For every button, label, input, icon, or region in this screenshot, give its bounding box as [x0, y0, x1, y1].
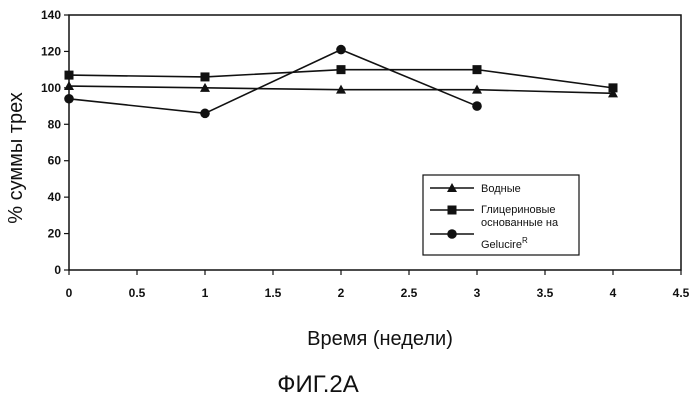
data-point-square [337, 65, 346, 74]
series-line [69, 50, 477, 114]
y-tick-label: 100 [41, 81, 61, 95]
y-tick-label: 40 [48, 190, 62, 204]
y-tick-label: 120 [41, 44, 61, 58]
y-axis-title: % суммы трех [5, 92, 27, 224]
y-tick-label: 60 [48, 154, 62, 168]
x-tick-label: 0 [66, 286, 73, 300]
x-tick-label: 1.5 [265, 286, 282, 300]
figure-caption: ФИГ.2А [277, 371, 359, 398]
x-tick-label: 4 [610, 286, 617, 300]
y-tick-label: 0 [54, 263, 61, 277]
data-point-square [201, 72, 210, 81]
x-tick-label: 4.5 [673, 286, 690, 300]
x-tick-label: 2.5 [401, 286, 418, 300]
x-tick-label: 0.5 [129, 286, 146, 300]
data-point-circle [472, 101, 482, 111]
data-point-square [473, 65, 482, 74]
data-point-circle [200, 109, 210, 119]
y-tick-label: 20 [48, 227, 62, 241]
data-point-square [609, 83, 618, 92]
data-point-circle [336, 45, 346, 55]
legend-marker-circle [447, 229, 457, 239]
legend-label: Водные [481, 183, 521, 195]
plot-area [69, 15, 681, 270]
data-point-square [65, 71, 74, 80]
series-triangle [64, 81, 618, 97]
y-tick-label: 140 [41, 8, 61, 22]
x-tick-label: 2 [338, 286, 345, 300]
data-point-circle [64, 94, 74, 104]
legend-label: Глицериновыеоснованные на [481, 204, 559, 229]
y-tick-label: 80 [48, 117, 62, 131]
axis-ticks: 0 20 40 60 80 100 120 140 0 0.5 1 1.5 2 2.5 3 3.5 4 4.5 [41, 8, 690, 300]
x-tick-label: 3 [474, 286, 481, 300]
x-tick-label: 1 [202, 286, 209, 300]
series-circle [64, 45, 482, 118]
legend-label: GelucireR [481, 236, 528, 251]
legend-marker-square [448, 206, 457, 215]
x-axis-title: Время (недели) [307, 328, 453, 350]
legend: Водные Глицериновыеоснованные на GelucireR [423, 175, 579, 255]
series-group [64, 45, 618, 118]
x-tick-label: 3.5 [537, 286, 554, 300]
